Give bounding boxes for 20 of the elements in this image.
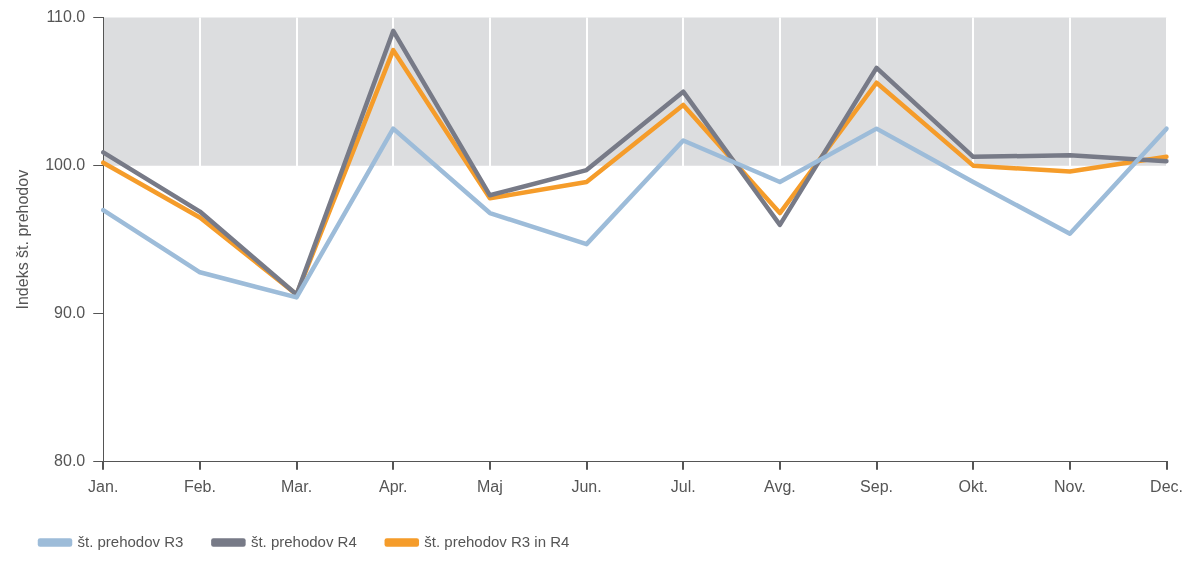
x-tick-label: Sep. xyxy=(860,477,894,495)
x-tick-label: Jan. xyxy=(88,477,119,495)
legend-label: št. prehodov R3 in R4 xyxy=(424,532,570,550)
x-tick-label: Jul. xyxy=(670,477,696,495)
x-tick-label: Maj xyxy=(477,477,503,495)
x-tick-label: Mar. xyxy=(281,477,313,495)
y-axis-title: Indeks št. prehodov xyxy=(14,169,32,310)
x-tick-label: Dec. xyxy=(1150,477,1183,495)
x-tick-label: Apr. xyxy=(379,477,408,495)
x-tick-label: Avg. xyxy=(764,477,796,495)
y-tick-label: 100.0 xyxy=(45,156,86,174)
y-tick-label: 110.0 xyxy=(46,8,86,26)
x-tick-label: Feb. xyxy=(183,477,216,495)
x-tick-label: Jun. xyxy=(571,477,602,495)
x-tick-label: Okt. xyxy=(958,477,988,495)
y-tick-label: 80.0 xyxy=(54,452,86,470)
legend-label: št. prehodov R3 xyxy=(77,532,184,550)
legend-label: št. prehodov R4 xyxy=(250,532,357,550)
y-tick-label: 90.0 xyxy=(54,304,86,322)
x-tick-label: Nov. xyxy=(1054,477,1086,495)
